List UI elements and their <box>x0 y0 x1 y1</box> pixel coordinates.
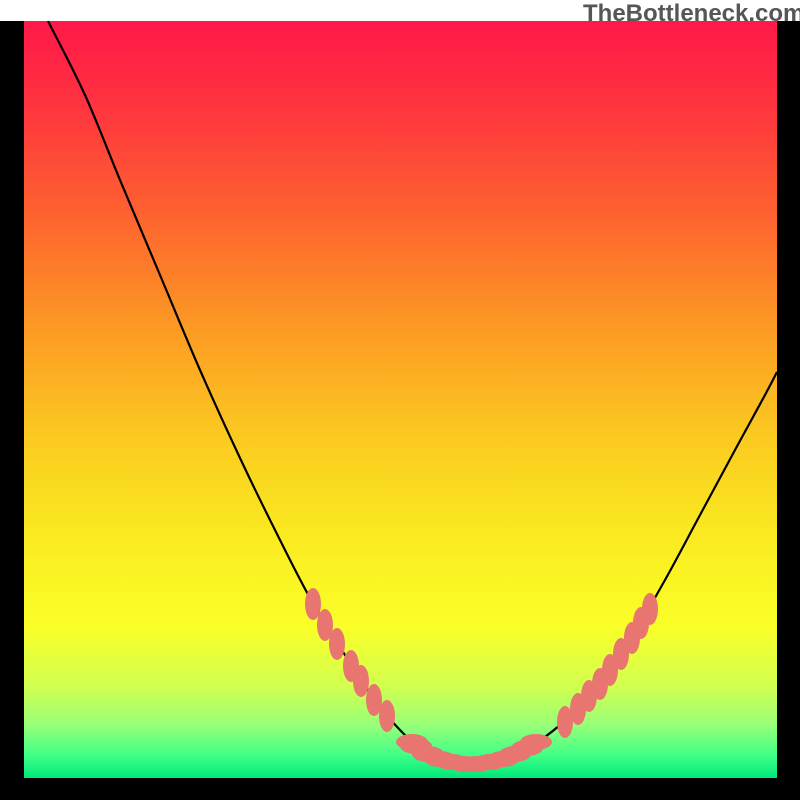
curve-marker <box>520 734 552 750</box>
chart-svg <box>0 0 800 800</box>
chart-frame <box>0 0 800 800</box>
curve-marker <box>379 700 395 732</box>
curve-marker <box>329 628 345 660</box>
curve-marker <box>353 665 369 697</box>
plot-background <box>24 21 777 778</box>
curve-marker <box>642 593 658 625</box>
curve-marker <box>305 588 321 620</box>
watermark-text: TheBottleneck.com <box>583 0 800 28</box>
